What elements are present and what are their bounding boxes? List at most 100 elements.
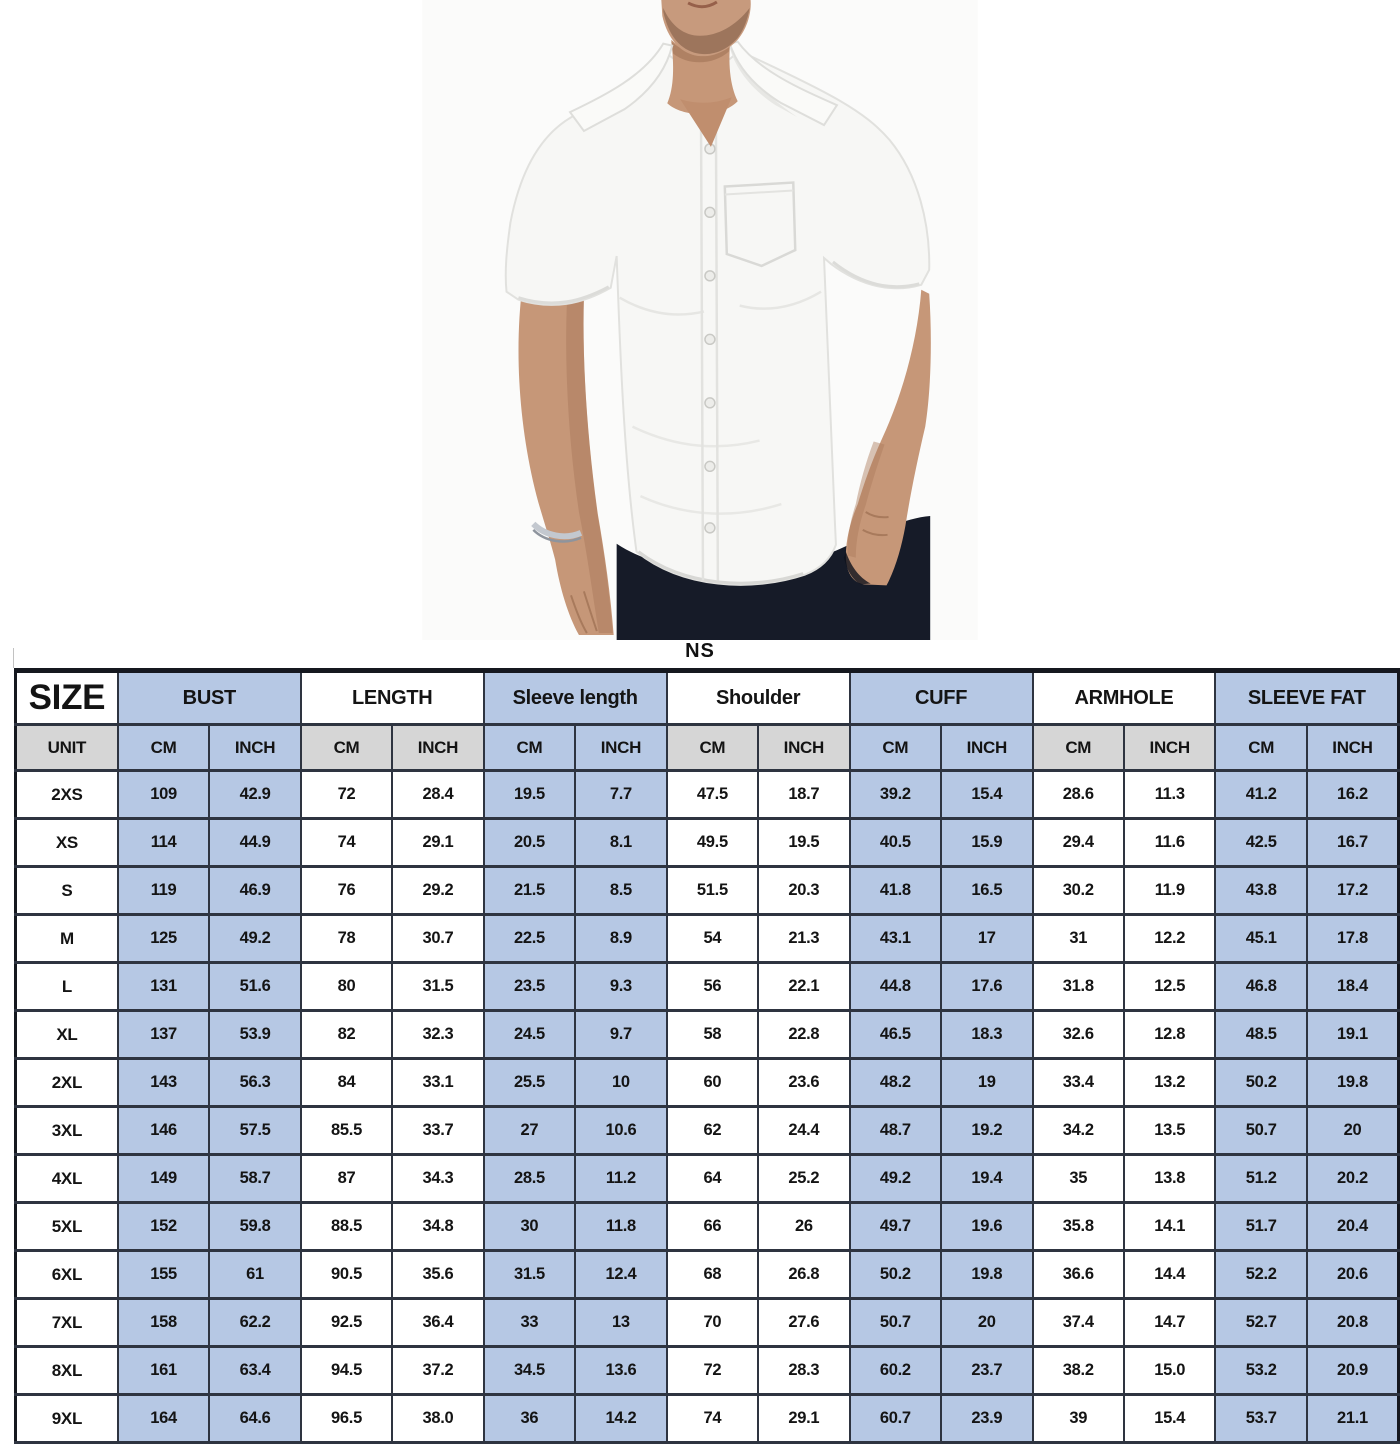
measure-cell: 70	[665, 1297, 760, 1348]
group-header-shoulder: Shoulder	[665, 669, 851, 726]
measure-cell: 16.5	[940, 865, 1034, 916]
measure-cell: 76	[299, 865, 394, 916]
chest-opening	[680, 97, 732, 147]
unit-subheader: INCH	[391, 723, 485, 772]
group-header-sleeve-fat: SLEEVE FAT	[1214, 669, 1400, 726]
measure-cell: 9.7	[574, 1009, 668, 1060]
measure-cell: 22.5	[482, 913, 577, 964]
measure-cell: 20	[1305, 1105, 1400, 1156]
measure-cell: 25.2	[757, 1153, 851, 1204]
measure-cell: 59.8	[208, 1201, 302, 1252]
mouth-shadow	[687, 0, 718, 9]
measure-cell: 23.5	[482, 961, 577, 1012]
size-row-7xl: 7XL 158 62.2 92.5 36.4 33 13 70 27.6 50.7 20 37.4 14…	[14, 1297, 1400, 1348]
measure-cell: 34.5	[482, 1345, 577, 1396]
measure-cell: 90.5	[299, 1249, 394, 1300]
size-row-9xl: 9XL 164 64.6 96.5 38.0 36 14.2 74 29.1 60.7 23.9 39…	[14, 1393, 1400, 1444]
measure-cell: 36.6	[1031, 1249, 1125, 1300]
measure-cell: 54	[665, 913, 760, 964]
measure-cell: 82	[299, 1009, 394, 1060]
measure-cell: 152	[116, 1201, 211, 1252]
measure-cell: 20.3	[757, 865, 851, 916]
unit-label: UNIT	[14, 723, 119, 772]
measure-cell: 11.9	[1122, 865, 1217, 916]
size-row-label: M	[14, 913, 119, 964]
measure-cell: 8.5	[574, 865, 668, 916]
measure-cell: 35	[1031, 1153, 1125, 1204]
size-chart: SIZE BUST LENGTH Sleeve length Shoulder CUFF A…	[14, 668, 1400, 1444]
measure-cell: 24.5	[482, 1009, 577, 1060]
measure-cell: 20.6	[1305, 1249, 1400, 1300]
measure-cell: 48.5	[1214, 1009, 1308, 1060]
measure-cell: 158	[116, 1297, 211, 1348]
size-row-2xl: 2XL 143 56.3 84 33.1 25.5 10 60 23.6 48.2 19 33.4 13…	[14, 1057, 1400, 1108]
measure-cell: 34.2	[1031, 1105, 1125, 1156]
measure-cell: 50.2	[848, 1249, 943, 1300]
unit-subheader: CM	[1031, 723, 1125, 772]
measure-cell: 22.1	[757, 961, 851, 1012]
measure-cell: 45.1	[1214, 913, 1308, 964]
measure-cell: 60.2	[848, 1345, 943, 1396]
measure-cell: 14.1	[1122, 1201, 1217, 1252]
hem-shadow	[637, 550, 804, 585]
measure-cell: 15.9	[940, 817, 1034, 868]
measure-cell: 15.4	[1122, 1393, 1217, 1444]
size-row-4xl: 4XL 149 58.7 87 34.3 28.5 11.2 64 25.2 49.2 19.4 35…	[14, 1153, 1400, 1204]
measure-cell: 29.4	[1031, 817, 1125, 868]
measure-cell: 46.5	[848, 1009, 943, 1060]
measure-cell: 125	[116, 913, 211, 964]
measure-cell: 155	[116, 1249, 211, 1300]
measure-cell: 57.5	[208, 1105, 302, 1156]
size-chart-body: 2XS 109 42.9 72 28.4 19.5 7.7 47.5 18.7 39.2 15.4 2…	[14, 769, 1400, 1444]
measure-cell: 38.0	[391, 1393, 485, 1444]
measure-cell: 53.9	[208, 1009, 302, 1060]
measure-cell: 16.7	[1305, 817, 1400, 868]
measure-cell: 33	[482, 1297, 577, 1348]
measure-cell: 12.2	[1122, 913, 1217, 964]
measure-cell: 17.6	[940, 961, 1034, 1012]
measure-cell: 19.1	[1305, 1009, 1400, 1060]
measure-cell: 18.4	[1305, 961, 1400, 1012]
measure-cell: 37.4	[1031, 1297, 1125, 1348]
measure-cell: 8.1	[574, 817, 668, 868]
group-header-sleeve-length: Sleeve length	[482, 669, 668, 726]
measure-cell: 42.5	[1214, 817, 1308, 868]
unit-subheader: INCH	[1122, 723, 1217, 772]
measure-cell: 29.2	[391, 865, 485, 916]
measure-cell: 49.2	[848, 1153, 943, 1204]
sleeve-hems	[517, 260, 920, 305]
model-photo-illustration	[422, 0, 978, 640]
measure-cell: 42.9	[208, 769, 302, 820]
measure-cell: 11.8	[574, 1201, 668, 1252]
measure-cell: 12.8	[1122, 1009, 1217, 1060]
measure-cell: 64.6	[208, 1393, 302, 1444]
photo-caption: NS	[685, 640, 715, 662]
size-chart-table: SIZE BUST LENGTH Sleeve length Shoulder CUFF A…	[14, 668, 1400, 1444]
size-row-label: L	[14, 961, 119, 1012]
measure-cell: 50.2	[1214, 1057, 1308, 1108]
unit-subheader: CM	[116, 723, 211, 772]
measure-cell: 48.7	[848, 1105, 943, 1156]
measure-cell: 58	[665, 1009, 760, 1060]
measure-cell: 64	[665, 1153, 760, 1204]
measure-cell: 143	[116, 1057, 211, 1108]
measure-cell: 51.5	[665, 865, 760, 916]
measure-cell: 31.5	[391, 961, 485, 1012]
measure-cell: 33.1	[391, 1057, 485, 1108]
measure-cell: 22.8	[757, 1009, 851, 1060]
measure-cell: 15.0	[1122, 1345, 1217, 1396]
waist-wrinkles	[631, 425, 782, 515]
measure-cell: 19.4	[940, 1153, 1034, 1204]
size-row-m: M 125 49.2 78 30.7 22.5 8.9 54 21.3 43.1 17 31 12.2 4…	[14, 913, 1400, 964]
unit-subheader: CM	[665, 723, 760, 772]
measure-cell: 56.3	[208, 1057, 302, 1108]
unit-subheader: INCH	[1305, 723, 1400, 772]
measure-cell: 92.5	[299, 1297, 394, 1348]
size-row-label: S	[14, 865, 119, 916]
measure-cell: 34.3	[391, 1153, 485, 1204]
measure-cell: 62	[665, 1105, 760, 1156]
measure-cell: 60.7	[848, 1393, 943, 1444]
measure-cell: 19	[940, 1057, 1034, 1108]
measure-cell: 30.2	[1031, 865, 1125, 916]
group-header-length: LENGTH	[299, 669, 485, 726]
